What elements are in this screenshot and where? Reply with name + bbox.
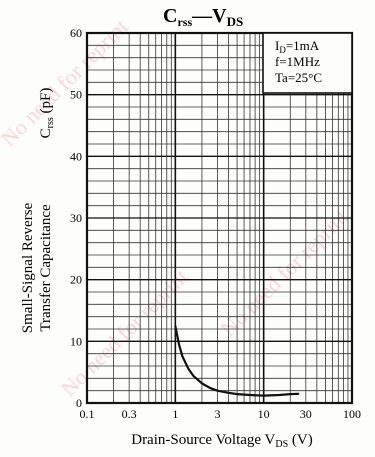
y-label-symbol: Crss (pF) — [38, 88, 56, 139]
curve-point — [201, 382, 203, 384]
conditions-box-frame — [262, 32, 353, 94]
curve-point — [289, 393, 291, 395]
curve-point — [209, 387, 212, 389]
x-tick-labels: 0.1 0.3 1 3 10 30 100 — [80, 407, 362, 421]
curve-points — [174, 325, 300, 397]
curve-point — [278, 394, 280, 396]
y-tick-label: 10 — [70, 334, 82, 348]
curve-point — [187, 367, 189, 370]
condition-text: ID=1mA — [275, 38, 320, 55]
y-axis-label: Small-Signal Reverse Transfer Capacitance… — [20, 88, 56, 334]
y-tick-label: 60 — [70, 26, 82, 40]
curve-point — [174, 325, 176, 327]
condition-text: Ta=25°C — [275, 70, 322, 85]
x-tick-label: 0.1 — [80, 407, 95, 421]
y-tick-label: 0 — [76, 396, 82, 410]
x-tick-label: 30 — [300, 407, 312, 421]
y-tick-label: 50 — [70, 88, 82, 102]
curve-point — [249, 394, 251, 396]
curve-point — [192, 375, 194, 377]
curve-point — [298, 393, 300, 395]
x-label-text: Drain-Source Voltage VDS (V) — [131, 432, 313, 450]
y-label-line1: Small-Signal Reverse — [20, 202, 36, 333]
condition-text: f=1MHz — [275, 54, 320, 69]
x-tick-label: 0.3 — [122, 407, 137, 421]
x-tick-label: 1 — [172, 407, 178, 421]
y-tick-label: 30 — [70, 211, 82, 225]
plot-frame — [85, 31, 354, 405]
chart-title: Crss—VDS — [163, 5, 243, 29]
title-c: Crss—VDS — [163, 5, 243, 29]
curve-point — [263, 395, 265, 397]
y-tick-label: 20 — [70, 273, 82, 287]
x-tick-label: 3 — [214, 407, 220, 421]
curve-point — [227, 392, 230, 394]
curve-point — [236, 393, 238, 395]
x-tick-label: 100 — [343, 407, 361, 421]
y-label-line2: Transfer Capacitance — [38, 204, 54, 332]
x-tick-label: 10 — [258, 407, 270, 421]
curve-point — [181, 355, 183, 357]
y-tick-labels: 0 10 20 30 40 50 60 — [70, 26, 82, 410]
curve-point — [216, 390, 219, 392]
y-tick-label: 40 — [70, 149, 82, 163]
x-axis-label: Drain-Source Voltage VDS (V) — [131, 432, 313, 450]
curve-point — [178, 343, 180, 346]
